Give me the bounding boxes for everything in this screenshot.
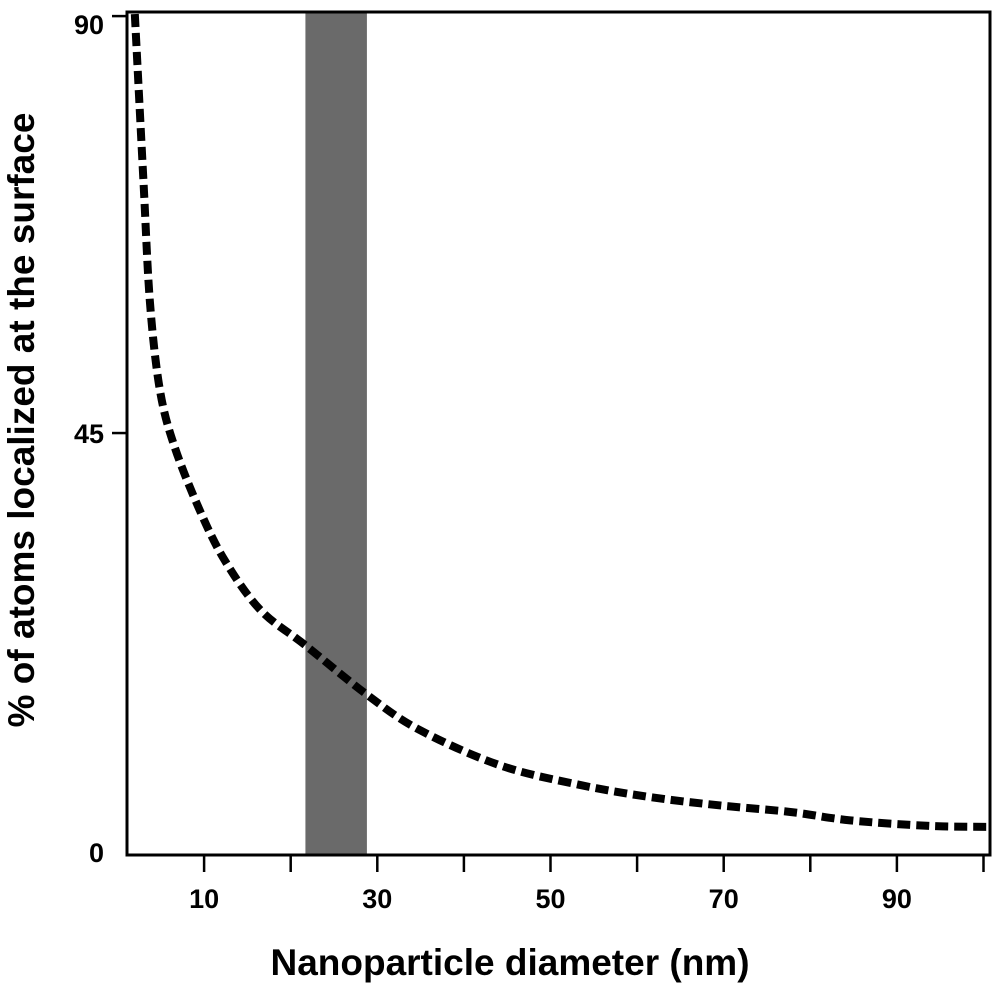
x-tick-label: 10	[189, 884, 219, 914]
x-tick-label: 30	[362, 884, 392, 914]
series-line-surface-atoms	[130, 13, 991, 831]
x-tick-label: 90	[882, 884, 912, 914]
x-tick-label: 70	[709, 884, 739, 914]
y-axis-title: % of atoms localized at the surface	[1, 113, 42, 728]
y-tick-label: 0	[89, 838, 104, 868]
plot-frame	[125, 10, 992, 857]
y-tick-label: 90	[74, 10, 104, 40]
x-axis-title: Nanoparticle diameter (nm)	[270, 942, 749, 983]
x-tick-label: 50	[535, 884, 565, 914]
shaded-band	[305, 13, 367, 854]
y-tick-label: 45	[74, 419, 104, 449]
